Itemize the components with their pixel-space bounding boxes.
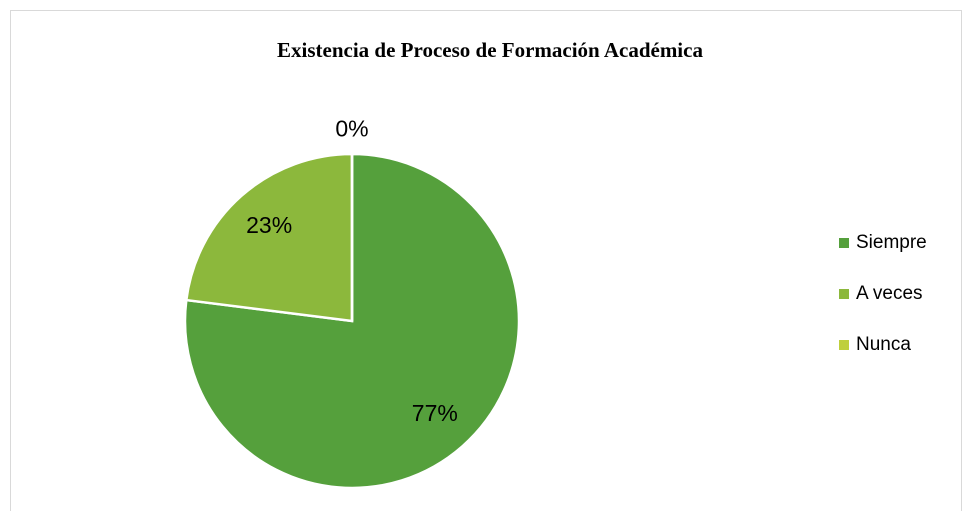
- legend-swatch: [839, 289, 849, 299]
- pie-slice: [184, 152, 354, 323]
- data-label: 0%: [335, 116, 368, 142]
- legend-label: Nunca: [856, 334, 911, 355]
- data-label: 23%: [246, 212, 292, 238]
- legend-swatch: [839, 340, 849, 350]
- legend-label: Siempre: [856, 232, 927, 253]
- chart-title: Existencia de Proceso de Formación Acadé…: [277, 38, 703, 62]
- pie-slice: [183, 152, 521, 490]
- data-label: 77%: [412, 400, 458, 426]
- legend-label: A veces: [856, 283, 923, 304]
- legend-swatch: [839, 238, 849, 248]
